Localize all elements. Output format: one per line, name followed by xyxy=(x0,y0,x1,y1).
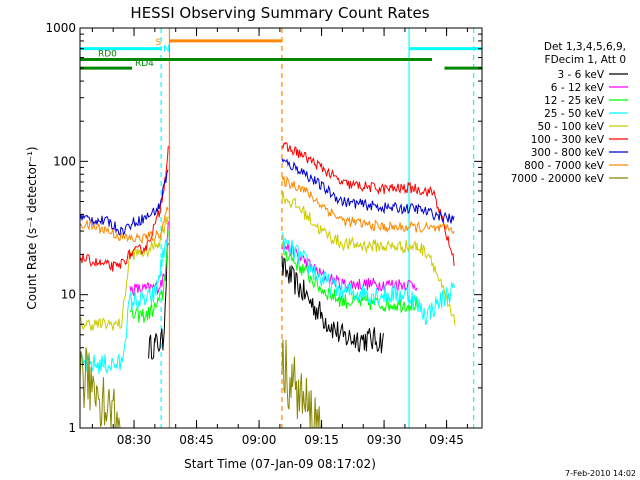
y-tick-label: 1 xyxy=(68,421,76,435)
y-tick-label: 1000 xyxy=(45,21,76,35)
series-layer xyxy=(79,141,456,429)
legend-header-line: FDecim 1, Att 0 xyxy=(545,54,626,66)
x-tick-label: 08:45 xyxy=(179,433,214,447)
series-line-6 xyxy=(281,141,455,266)
series-line-9 xyxy=(281,339,322,429)
legend-label-9: 7000 - 20000 keV xyxy=(511,173,605,185)
flag-bars: SN RD0 RD4 xyxy=(80,38,482,70)
legend-label-1: 3 - 6 keV xyxy=(557,69,604,81)
x-axis-label: Start Time (07-Jan-09 08:17:02) xyxy=(184,457,376,471)
time-markers xyxy=(160,28,475,428)
x-tick-label: 09:30 xyxy=(367,433,402,447)
series-line-5 xyxy=(79,216,169,331)
series-line-6 xyxy=(79,145,169,272)
series-line-7 xyxy=(281,158,455,225)
legend-label-3: 12 - 25 keV xyxy=(544,95,605,107)
legend-label-4: 25 - 50 keV xyxy=(544,108,605,120)
legend-label-2: 6 - 12 keV xyxy=(551,82,605,94)
flag-label-rd0: RD0 xyxy=(98,50,117,60)
y-tick-label: 10 xyxy=(61,288,76,302)
x-tick-label: 09:00 xyxy=(242,433,277,447)
series-line-3 xyxy=(281,241,418,314)
legend-label-7: 300 - 800 keV xyxy=(531,147,605,159)
timestamp: 7-Feb-2010 14:02 xyxy=(565,469,636,478)
series-line-8 xyxy=(281,175,455,235)
x-tick-label: 08:30 xyxy=(117,433,152,447)
series-line-3 xyxy=(129,230,169,323)
series-line-1 xyxy=(281,256,384,354)
flag-label-rd4: RD4 xyxy=(135,59,154,69)
legend-label-8: 800 - 7000 keV xyxy=(524,160,605,172)
axes: 1 10 100 1000 08:30 08:45 09:00 09:15 09:30 09:45 xyxy=(45,21,483,447)
series-line-5 xyxy=(281,191,456,326)
series-line-4 xyxy=(79,238,169,375)
series-line-8 xyxy=(79,206,169,245)
chart-title: HESSI Observing Summary Count Rates xyxy=(130,4,429,22)
plot-frame xyxy=(79,27,483,429)
legend-label-5: 50 - 100 keV xyxy=(537,121,604,133)
series-line-9 xyxy=(79,347,121,429)
flag-label-n: N xyxy=(163,45,170,55)
y-tick-label: 100 xyxy=(53,154,76,168)
legend-header-line: Det 1,3,4,5,6,9, xyxy=(544,41,626,53)
legend-label-6: 100 - 300 keV xyxy=(531,134,605,146)
series-line-1 xyxy=(148,243,169,360)
x-tick-label: 09:15 xyxy=(304,433,339,447)
series-line-4 xyxy=(281,232,456,326)
y-axis-label: Count Rate (s⁻¹ detector⁻¹) xyxy=(25,146,39,309)
series-line-7 xyxy=(79,169,169,236)
legend: Det 1,3,4,5,6,9,FDecim 1, Att 0 3 - 6 keV… xyxy=(511,41,628,185)
flag-label-s: S xyxy=(155,38,161,48)
x-tick-label: 09:45 xyxy=(429,433,464,447)
